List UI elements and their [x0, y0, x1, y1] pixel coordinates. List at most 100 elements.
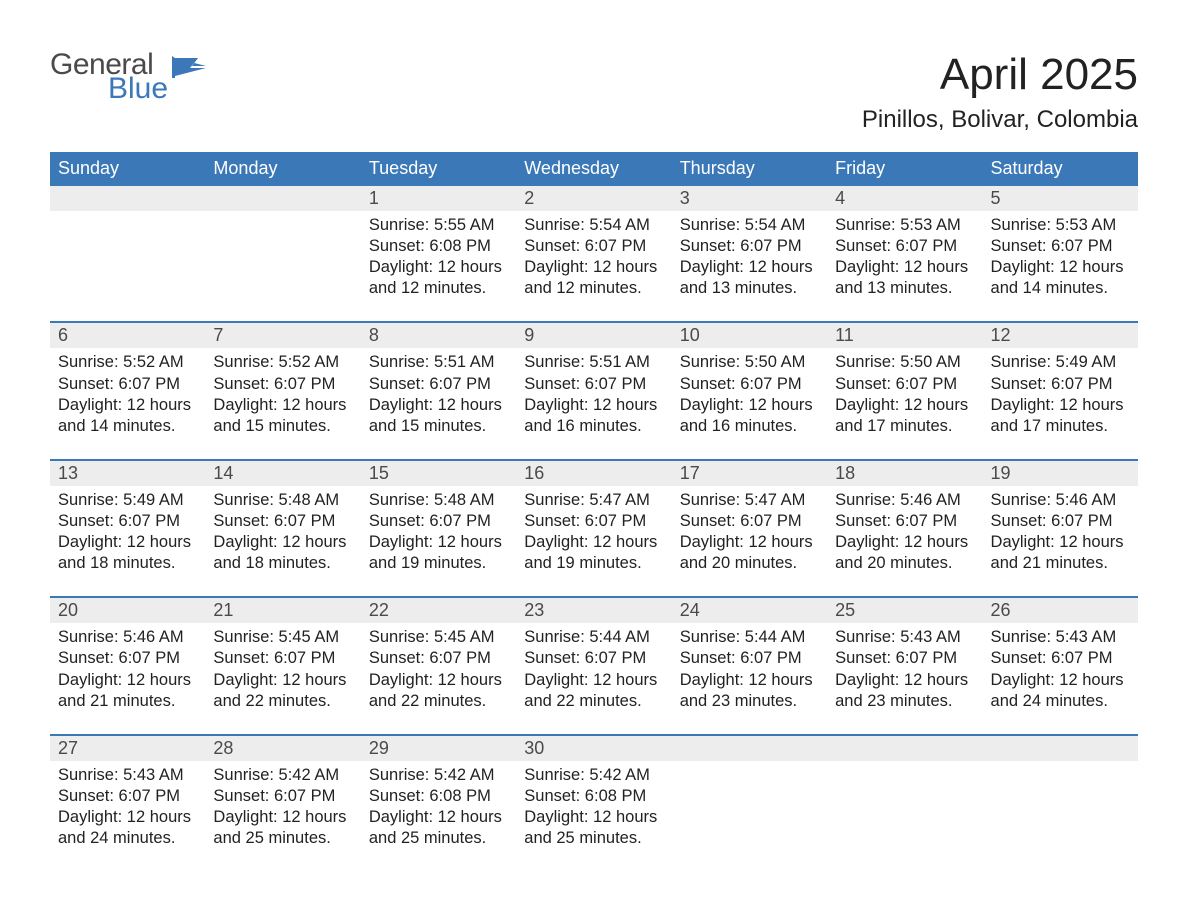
day-body: Sunrise: 5:45 AMSunset: 6:07 PMDaylight:… — [205, 623, 360, 711]
calendar-page: General Blue April 2025 Pinillos, Boliva… — [0, 0, 1188, 901]
day-line-dl1: Daylight: 12 hours — [991, 257, 1130, 278]
day-body: Sunrise: 5:49 AMSunset: 6:07 PMDaylight:… — [50, 486, 205, 574]
day-line-dl2: and 16 minutes. — [524, 416, 663, 437]
day-line-sr: Sunrise: 5:52 AM — [213, 352, 352, 373]
day-line-ss: Sunset: 6:07 PM — [991, 648, 1130, 669]
day-line-dl1: Daylight: 12 hours — [524, 257, 663, 278]
day-body: Sunrise: 5:47 AMSunset: 6:07 PMDaylight:… — [672, 486, 827, 574]
day-line-sr: Sunrise: 5:54 AM — [680, 215, 819, 236]
day-line-sr: Sunrise: 5:47 AM — [680, 490, 819, 511]
day-line-sr: Sunrise: 5:50 AM — [680, 352, 819, 373]
day-line-dl1: Daylight: 12 hours — [524, 395, 663, 416]
day-body: Sunrise: 5:43 AMSunset: 6:07 PMDaylight:… — [983, 623, 1138, 711]
day-line-dl2: and 22 minutes. — [213, 691, 352, 712]
day-cell: 20Sunrise: 5:46 AMSunset: 6:07 PMDayligh… — [50, 598, 205, 733]
day-line-ss: Sunset: 6:07 PM — [680, 236, 819, 257]
weeks-container: 1Sunrise: 5:55 AMSunset: 6:08 PMDaylight… — [50, 186, 1138, 871]
day-line-dl2: and 17 minutes. — [835, 416, 974, 437]
day-line-sr: Sunrise: 5:42 AM — [369, 765, 508, 786]
day-line-sr: Sunrise: 5:48 AM — [213, 490, 352, 511]
day-number: 20 — [50, 598, 205, 623]
day-line-dl2: and 13 minutes. — [835, 278, 974, 299]
day-line-ss: Sunset: 6:07 PM — [213, 511, 352, 532]
day-body: Sunrise: 5:44 AMSunset: 6:07 PMDaylight:… — [672, 623, 827, 711]
day-number: 8 — [361, 323, 516, 348]
day-cell: 6Sunrise: 5:52 AMSunset: 6:07 PMDaylight… — [50, 323, 205, 458]
day-line-sr: Sunrise: 5:50 AM — [835, 352, 974, 373]
day-line-dl1: Daylight: 12 hours — [58, 670, 197, 691]
day-body: Sunrise: 5:54 AMSunset: 6:07 PMDaylight:… — [672, 211, 827, 299]
day-line-ss: Sunset: 6:08 PM — [369, 786, 508, 807]
day-cell: 27Sunrise: 5:43 AMSunset: 6:07 PMDayligh… — [50, 736, 205, 871]
day-cell: 26Sunrise: 5:43 AMSunset: 6:07 PMDayligh… — [983, 598, 1138, 733]
day-line-dl2: and 12 minutes. — [369, 278, 508, 299]
day-line-sr: Sunrise: 5:44 AM — [680, 627, 819, 648]
day-number: 17 — [672, 461, 827, 486]
day-number: 22 — [361, 598, 516, 623]
day-body: Sunrise: 5:42 AMSunset: 6:07 PMDaylight:… — [205, 761, 360, 849]
day-body: Sunrise: 5:43 AMSunset: 6:07 PMDaylight:… — [827, 623, 982, 711]
day-line-sr: Sunrise: 5:46 AM — [835, 490, 974, 511]
day-line-sr: Sunrise: 5:45 AM — [369, 627, 508, 648]
day-body: Sunrise: 5:52 AMSunset: 6:07 PMDaylight:… — [205, 348, 360, 436]
day-line-dl2: and 24 minutes. — [991, 691, 1130, 712]
day-cell: 9Sunrise: 5:51 AMSunset: 6:07 PMDaylight… — [516, 323, 671, 458]
day-number: 13 — [50, 461, 205, 486]
day-number: 16 — [516, 461, 671, 486]
day-line-ss: Sunset: 6:07 PM — [835, 236, 974, 257]
day-line-dl1: Daylight: 12 hours — [369, 670, 508, 691]
day-line-dl1: Daylight: 12 hours — [524, 807, 663, 828]
day-body: Sunrise: 5:55 AMSunset: 6:08 PMDaylight:… — [361, 211, 516, 299]
day-line-ss: Sunset: 6:07 PM — [524, 511, 663, 532]
day-line-ss: Sunset: 6:07 PM — [835, 511, 974, 532]
day-line-dl1: Daylight: 12 hours — [680, 532, 819, 553]
day-cell: 22Sunrise: 5:45 AMSunset: 6:07 PMDayligh… — [361, 598, 516, 733]
day-number: 15 — [361, 461, 516, 486]
day-number: 26 — [983, 598, 1138, 623]
day-body: Sunrise: 5:50 AMSunset: 6:07 PMDaylight:… — [672, 348, 827, 436]
day-line-dl1: Daylight: 12 hours — [991, 670, 1130, 691]
day-line-dl1: Daylight: 12 hours — [835, 670, 974, 691]
day-number: 7 — [205, 323, 360, 348]
day-body: Sunrise: 5:42 AMSunset: 6:08 PMDaylight:… — [516, 761, 671, 849]
location: Pinillos, Bolivar, Colombia — [862, 106, 1138, 134]
week-row: 20Sunrise: 5:46 AMSunset: 6:07 PMDayligh… — [50, 596, 1138, 733]
day-line-dl2: and 25 minutes. — [524, 828, 663, 849]
day-body: Sunrise: 5:48 AMSunset: 6:07 PMDaylight:… — [361, 486, 516, 574]
day-cell: 21Sunrise: 5:45 AMSunset: 6:07 PMDayligh… — [205, 598, 360, 733]
day-line-dl2: and 24 minutes. — [58, 828, 197, 849]
day-line-dl2: and 19 minutes. — [524, 553, 663, 574]
day-line-dl2: and 18 minutes. — [213, 553, 352, 574]
day-body: Sunrise: 5:51 AMSunset: 6:07 PMDaylight:… — [361, 348, 516, 436]
day-line-dl1: Daylight: 12 hours — [213, 807, 352, 828]
day-number: 11 — [827, 323, 982, 348]
day-body: Sunrise: 5:46 AMSunset: 6:07 PMDaylight:… — [983, 486, 1138, 574]
day-line-dl1: Daylight: 12 hours — [680, 257, 819, 278]
day-cell: 29Sunrise: 5:42 AMSunset: 6:08 PMDayligh… — [361, 736, 516, 871]
day-cell: 18Sunrise: 5:46 AMSunset: 6:07 PMDayligh… — [827, 461, 982, 596]
title-block: April 2025 Pinillos, Bolivar, Colombia — [862, 50, 1138, 134]
day-line-dl2: and 21 minutes. — [991, 553, 1130, 574]
day-line-dl2: and 16 minutes. — [680, 416, 819, 437]
day-line-ss: Sunset: 6:07 PM — [524, 236, 663, 257]
week-row: 13Sunrise: 5:49 AMSunset: 6:07 PMDayligh… — [50, 459, 1138, 596]
weekday-header: Tuesday — [361, 152, 516, 186]
day-line-sr: Sunrise: 5:49 AM — [991, 352, 1130, 373]
day-line-ss: Sunset: 6:07 PM — [680, 374, 819, 395]
day-line-ss: Sunset: 6:07 PM — [369, 511, 508, 532]
day-line-sr: Sunrise: 5:42 AM — [213, 765, 352, 786]
day-line-sr: Sunrise: 5:51 AM — [369, 352, 508, 373]
day-number: 4 — [827, 186, 982, 211]
day-line-ss: Sunset: 6:07 PM — [58, 648, 197, 669]
header: General Blue April 2025 Pinillos, Boliva… — [50, 50, 1138, 134]
week-row: 1Sunrise: 5:55 AMSunset: 6:08 PMDaylight… — [50, 186, 1138, 321]
day-line-dl2: and 23 minutes. — [680, 691, 819, 712]
day-line-dl1: Daylight: 12 hours — [680, 395, 819, 416]
day-body: Sunrise: 5:43 AMSunset: 6:07 PMDaylight:… — [50, 761, 205, 849]
day-line-ss: Sunset: 6:07 PM — [991, 236, 1130, 257]
day-number: 5 — [983, 186, 1138, 211]
day-number: 2 — [516, 186, 671, 211]
day-line-dl2: and 25 minutes. — [369, 828, 508, 849]
day-body: Sunrise: 5:53 AMSunset: 6:07 PMDaylight:… — [827, 211, 982, 299]
day-line-dl1: Daylight: 12 hours — [213, 670, 352, 691]
